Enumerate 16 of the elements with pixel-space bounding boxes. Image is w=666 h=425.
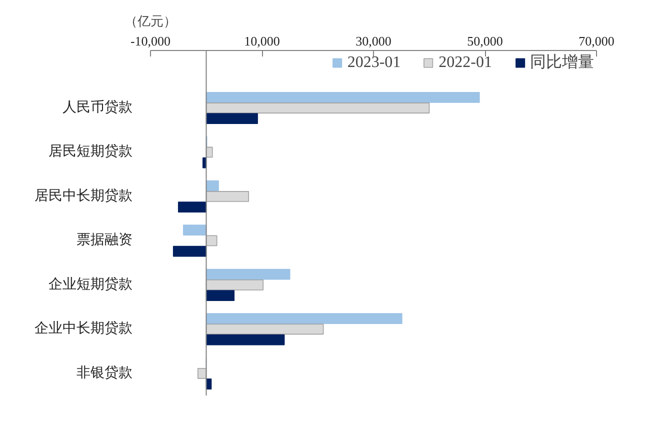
y-tick-label: 企业短期贷款 bbox=[48, 276, 132, 292]
x-axis-title: （亿元） bbox=[124, 14, 176, 28]
y-tick-label: 人民币贷款 bbox=[62, 100, 132, 116]
x-tick-label: 70,000 bbox=[578, 34, 614, 48]
y-tick-label: 票据融资 bbox=[76, 232, 132, 248]
x-tick-label: 50,000 bbox=[467, 34, 503, 48]
legend-label: 2022-01 bbox=[438, 54, 492, 72]
legend-label: 同比增量 bbox=[530, 52, 594, 73]
y-tick-label: 居民中长期贷款 bbox=[34, 188, 132, 204]
y-tick-label: 非银贷款 bbox=[76, 364, 132, 381]
y-tick-label: 企业中长期贷款 bbox=[34, 320, 132, 337]
x-tick-label: 10,000 bbox=[244, 34, 280, 48]
x-tick-label: 30,000 bbox=[356, 34, 392, 48]
y-tick-label: 居民短期贷款 bbox=[48, 144, 132, 160]
legend-label: 2023-01 bbox=[347, 54, 401, 72]
x-tick-label: -10,000 bbox=[130, 34, 171, 48]
